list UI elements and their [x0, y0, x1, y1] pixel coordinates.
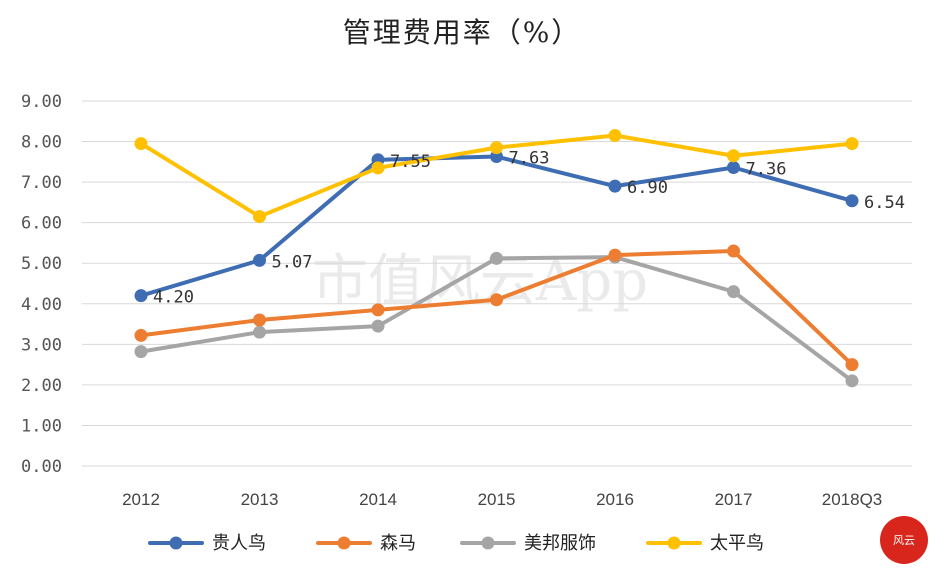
data-point [134, 137, 148, 151]
y-tick-label: 8.00 [21, 133, 62, 153]
data-point [490, 150, 503, 164]
data-point [490, 141, 503, 155]
data-point [845, 358, 859, 372]
x-tick-label: 2016 [596, 490, 634, 509]
legend-label: 森马 [380, 533, 416, 554]
legend-label: 贵人鸟 [212, 533, 266, 554]
legend: 贵人鸟 森马 美邦服饰 太平鸟 [148, 533, 764, 554]
stamp-text: 风云 [893, 534, 915, 547]
data-point [608, 248, 622, 262]
data-label: 6.54 [864, 193, 905, 213]
data-label: 7.63 [509, 149, 550, 169]
data-point [253, 210, 266, 224]
data-point [727, 161, 740, 175]
x-axis-ticks: 2012 2013 2014 2015 2016 2017 2018Q3 [122, 490, 882, 509]
x-tick-label: 2013 [241, 490, 279, 509]
legend-swatch-marker [481, 536, 495, 550]
data-point [608, 128, 622, 142]
y-tick-label: 3.00 [21, 335, 62, 355]
data-point [490, 293, 503, 307]
x-tick-label: 2012 [122, 490, 160, 509]
data-point [253, 313, 266, 327]
data-point [134, 345, 148, 359]
data-point [134, 328, 148, 342]
data-label: 5.07 [272, 252, 313, 272]
data-point [727, 285, 740, 299]
data-labels: 4.20 5.07 7.55 7.63 6.90 7.36 6.54 [153, 149, 905, 308]
data-label: 7.55 [390, 152, 431, 172]
x-tick-label: 2015 [478, 490, 516, 509]
x-tick-label: 2017 [715, 490, 753, 509]
legend-label: 太平鸟 [710, 533, 764, 554]
x-tick-label: 2014 [359, 490, 397, 509]
data-point [371, 319, 385, 333]
y-tick-label: 2.00 [21, 376, 62, 396]
data-point [253, 325, 266, 339]
legend-swatch-marker [667, 536, 681, 550]
data-point [727, 149, 740, 163]
y-tick-label: 0.00 [21, 457, 62, 477]
y-tick-label: 6.00 [21, 214, 62, 234]
legend-label: 美邦服饰 [524, 533, 596, 554]
data-point [253, 253, 266, 267]
data-point [490, 251, 503, 265]
data-point [845, 137, 859, 151]
legend-swatch-marker [169, 536, 183, 550]
data-point [727, 244, 740, 258]
y-tick-label: 1.00 [21, 416, 62, 436]
data-label: 6.90 [627, 178, 668, 198]
data-point [371, 303, 385, 317]
y-tick-label: 5.00 [21, 254, 62, 274]
series-group [134, 128, 859, 388]
stamp-circle [880, 516, 928, 564]
data-point [845, 194, 859, 208]
y-tick-label: 4.00 [21, 295, 62, 315]
watermark: 市值风云App [312, 249, 648, 314]
legend-swatch-marker [337, 536, 351, 550]
data-point [845, 374, 859, 388]
data-point [134, 289, 148, 303]
chart-title: 管理费用率（%） [343, 16, 582, 49]
data-label: 4.20 [153, 288, 194, 308]
y-tick-label: 7.00 [21, 173, 62, 193]
data-point [371, 161, 385, 175]
y-tick-label: 9.00 [21, 92, 62, 112]
x-tick-label: 2018Q3 [822, 490, 883, 509]
data-point [608, 179, 622, 193]
data-label: 7.36 [746, 160, 787, 180]
brand-stamp: 风云 [880, 516, 928, 564]
y-axis-ticks: 0.00 1.00 2.00 3.00 4.00 5.00 6.00 7.00 8.00 9.00 [21, 92, 62, 477]
